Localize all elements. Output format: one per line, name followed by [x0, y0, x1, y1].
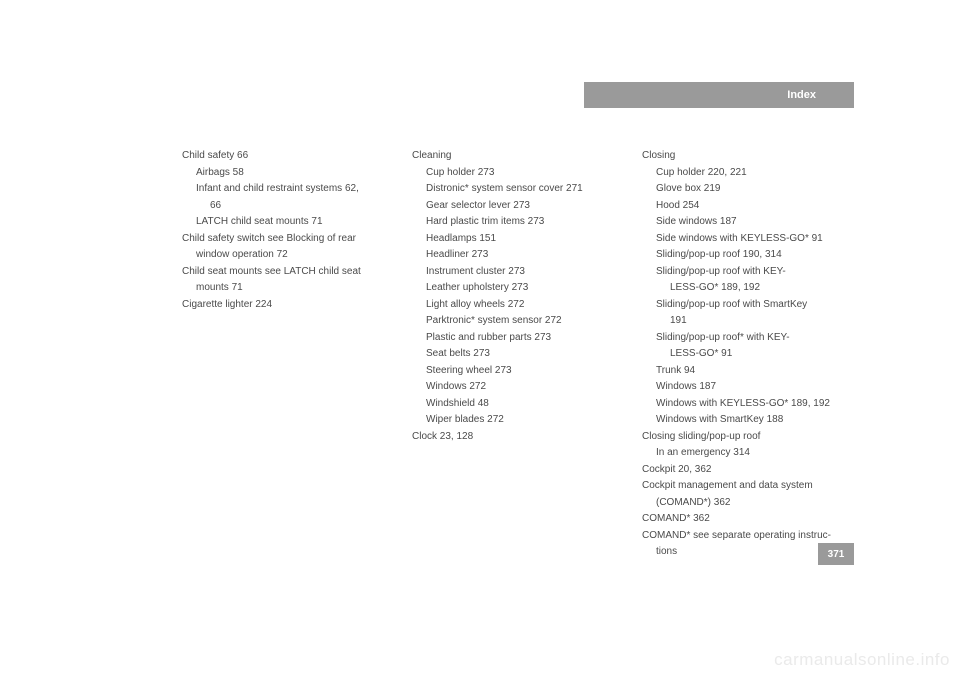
index-entry: In an emergency 314	[642, 445, 854, 462]
index-entry: Headlamps 151	[412, 231, 624, 248]
index-entry: Sliding/pop-up roof with SmartKey	[642, 297, 854, 314]
index-entry: Closing	[642, 148, 854, 165]
index-entry: Distronic* system sensor cover 271	[412, 181, 624, 198]
index-entry: Child safety switch see Blocking of rear	[182, 231, 394, 248]
index-entry: Side windows with KEYLESS-GO* 91	[642, 231, 854, 248]
index-entry: 191	[642, 313, 854, 330]
index-entry: Seat belts 273	[412, 346, 624, 363]
index-entry: Clock 23, 128	[412, 429, 624, 446]
index-entry: Windows with SmartKey 188	[642, 412, 854, 429]
index-entry: Windows with KEYLESS-GO* 189, 192	[642, 396, 854, 413]
index-entry: Light alloy wheels 272	[412, 297, 624, 314]
index-entry: Airbags 58	[182, 165, 394, 182]
index-entry: Cup holder 273	[412, 165, 624, 182]
index-entry: Glove box 219	[642, 181, 854, 198]
index-entry: 66	[182, 198, 394, 215]
header-bar: Index	[584, 82, 854, 108]
index-entry: window operation 72	[182, 247, 394, 264]
index-entry: Infant and child restraint systems 62,	[182, 181, 394, 198]
index-entry: mounts 71	[182, 280, 394, 297]
index-entry: Leather upholstery 273	[412, 280, 624, 297]
page-section-title: Index	[787, 89, 816, 101]
index-column-1: Child safety 66 Airbags 58 Infant and ch…	[182, 148, 394, 561]
index-entry: Instrument cluster 273	[412, 264, 624, 281]
index-column-2: Cleaning Cup holder 273 Distronic* syste…	[412, 148, 624, 561]
index-entry: Windshield 48	[412, 396, 624, 413]
index-entry: Windows 187	[642, 379, 854, 396]
index-entry: COMAND* 362	[642, 511, 854, 528]
index-entry: Child safety 66	[182, 148, 394, 165]
index-entry: Cockpit 20, 362	[642, 462, 854, 479]
index-entry: Hood 254	[642, 198, 854, 215]
index-entry: Plastic and rubber parts 273	[412, 330, 624, 347]
index-entry: Sliding/pop-up roof* with KEY-	[642, 330, 854, 347]
index-column-3: Closing Cup holder 220, 221 Glove box 21…	[642, 148, 854, 561]
index-entry: Sliding/pop-up roof with KEY-	[642, 264, 854, 281]
index-entry: Cigarette lighter 224	[182, 297, 394, 314]
index-entry: Windows 272	[412, 379, 624, 396]
index-entry: (COMAND*) 362	[642, 495, 854, 512]
page-number-badge: 371	[818, 543, 854, 565]
index-entry: COMAND* see separate operating instruc-	[642, 528, 854, 545]
index-content: Child safety 66 Airbags 58 Infant and ch…	[182, 148, 854, 561]
index-entry: Child seat mounts see LATCH child seat	[182, 264, 394, 281]
index-entry: Steering wheel 273	[412, 363, 624, 380]
index-entry: LESS-GO* 189, 192	[642, 280, 854, 297]
index-entry: Headliner 273	[412, 247, 624, 264]
index-entry: LATCH child seat mounts 71	[182, 214, 394, 231]
index-entry: Side windows 187	[642, 214, 854, 231]
index-entry: Cockpit management and data system	[642, 478, 854, 495]
index-entry: Parktronic* system sensor 272	[412, 313, 624, 330]
index-entry: Cleaning	[412, 148, 624, 165]
index-entry: Sliding/pop-up roof 190, 314	[642, 247, 854, 264]
index-entry: Closing sliding/pop-up roof	[642, 429, 854, 446]
page-number: 371	[828, 549, 845, 560]
index-entry: Cup holder 220, 221	[642, 165, 854, 182]
index-entry: LESS-GO* 91	[642, 346, 854, 363]
index-entry: Hard plastic trim items 273	[412, 214, 624, 231]
index-entry: Wiper blades 272	[412, 412, 624, 429]
index-entry: Trunk 94	[642, 363, 854, 380]
index-entry: Gear selector lever 273	[412, 198, 624, 215]
watermark: carmanualsonline.info	[774, 650, 950, 670]
